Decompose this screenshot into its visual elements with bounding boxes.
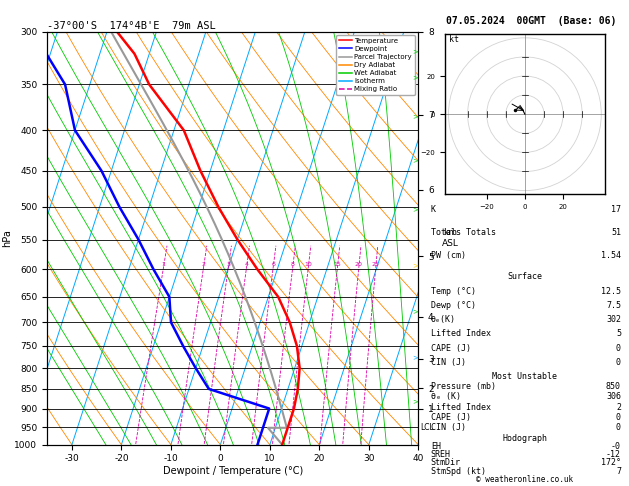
Text: 850: 850 — [606, 382, 621, 391]
Text: >: > — [412, 398, 418, 404]
Text: CIN (J): CIN (J) — [431, 358, 466, 367]
Text: -37°00'S  174°4B'E  79m ASL: -37°00'S 174°4B'E 79m ASL — [47, 21, 216, 31]
Text: EH: EH — [431, 442, 441, 451]
Text: 10: 10 — [304, 262, 312, 267]
Text: LCL: LCL — [420, 423, 433, 433]
Text: Lifted Index: Lifted Index — [431, 402, 491, 412]
Text: 172°: 172° — [601, 458, 621, 468]
Text: CIN (J): CIN (J) — [431, 423, 466, 432]
Text: PW (cm): PW (cm) — [431, 251, 466, 260]
Text: >: > — [412, 157, 418, 163]
Text: 302: 302 — [606, 315, 621, 324]
Text: -12: -12 — [606, 450, 621, 459]
Text: 6: 6 — [271, 262, 275, 267]
Text: >: > — [412, 114, 418, 120]
Text: 15: 15 — [333, 262, 342, 267]
Text: 0: 0 — [616, 358, 621, 367]
Text: K: K — [431, 205, 436, 214]
X-axis label: Dewpoint / Temperature (°C): Dewpoint / Temperature (°C) — [163, 466, 303, 476]
Text: 7.5: 7.5 — [606, 301, 621, 310]
Text: >: > — [412, 206, 418, 212]
Text: 0: 0 — [616, 344, 621, 352]
Text: 0: 0 — [616, 413, 621, 422]
Text: Temp (°C): Temp (°C) — [431, 287, 476, 295]
Text: 4: 4 — [245, 262, 248, 267]
Text: θₑ (K): θₑ (K) — [431, 392, 461, 401]
Text: 2: 2 — [201, 262, 206, 267]
Text: 20: 20 — [355, 262, 363, 267]
Text: 7: 7 — [616, 467, 621, 476]
Text: Pressure (mb): Pressure (mb) — [431, 382, 496, 391]
Text: >: > — [412, 354, 418, 360]
Text: StmDir: StmDir — [431, 458, 461, 468]
Text: 0: 0 — [616, 423, 621, 432]
Y-axis label: km
ASL: km ASL — [442, 228, 459, 248]
Text: 1: 1 — [162, 262, 165, 267]
Text: >: > — [412, 308, 418, 314]
Text: 12.5: 12.5 — [601, 287, 621, 295]
Text: 25: 25 — [372, 262, 380, 267]
Text: -0: -0 — [611, 442, 621, 451]
Text: Totals Totals: Totals Totals — [431, 228, 496, 237]
Text: © weatheronline.co.uk: © weatheronline.co.uk — [476, 474, 573, 484]
Text: CAPE (J): CAPE (J) — [431, 344, 471, 352]
Text: Dewp (°C): Dewp (°C) — [431, 301, 476, 310]
Text: >: > — [412, 48, 418, 54]
Text: kt: kt — [448, 35, 459, 44]
Text: Surface: Surface — [508, 272, 542, 281]
Text: 1.54: 1.54 — [601, 251, 621, 260]
Text: 17: 17 — [611, 205, 621, 214]
Text: Most Unstable: Most Unstable — [493, 372, 557, 381]
Text: >: > — [412, 262, 418, 268]
Text: SREH: SREH — [431, 450, 451, 459]
Text: Lifted Index: Lifted Index — [431, 330, 491, 338]
Text: 07.05.2024  00GMT  (Base: 06): 07.05.2024 00GMT (Base: 06) — [447, 16, 616, 26]
Text: 3: 3 — [226, 262, 230, 267]
Text: CAPE (J): CAPE (J) — [431, 413, 471, 422]
Text: Hodograph: Hodograph — [503, 434, 547, 443]
Text: 2: 2 — [616, 402, 621, 412]
Text: 8: 8 — [291, 262, 294, 267]
Text: >: > — [412, 75, 418, 81]
Text: 51: 51 — [611, 228, 621, 237]
Text: 5: 5 — [616, 330, 621, 338]
Legend: Temperature, Dewpoint, Parcel Trajectory, Dry Adiabat, Wet Adiabat, Isotherm, Mi: Temperature, Dewpoint, Parcel Trajectory… — [337, 35, 415, 95]
Y-axis label: hPa: hPa — [2, 229, 12, 247]
Text: θₑ(K): θₑ(K) — [431, 315, 456, 324]
Text: 306: 306 — [606, 392, 621, 401]
Text: StmSpd (kt): StmSpd (kt) — [431, 467, 486, 476]
